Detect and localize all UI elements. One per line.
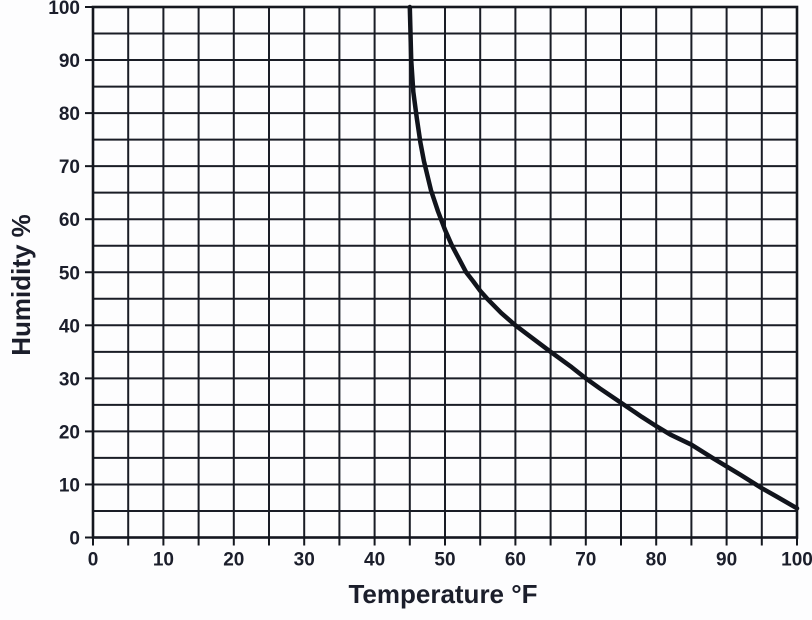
y-tick-label: 60 [59,210,80,231]
data-curve [407,4,800,511]
y-tick-label: 10 [59,475,80,496]
x-tick-label: 30 [294,550,315,571]
x-tick-label: 50 [434,550,455,571]
x-tick-label: 0 [88,550,99,571]
tick-labels: 0 10 20 30 40 50 60 70 80 90 100 0 10 20 30 40 50 60 70 80 9… [48,0,812,571]
y-tick-label: 40 [59,316,80,337]
y-tick-label: 90 [59,51,80,72]
x-axis-title: Temperature °F [348,579,537,609]
axis-ticks [85,6,798,546]
y-tick-label: 50 [59,263,80,284]
y-tick-label: 70 [59,157,80,178]
x-tick-label: 100 [781,550,812,571]
x-tick-label: 70 [575,550,596,571]
y-tick-label: 20 [59,422,80,443]
x-tick-label: 40 [364,550,385,571]
y-tick-label: 30 [59,369,80,390]
y-tick-label: 80 [59,104,80,125]
x-tick-label: 60 [505,550,526,571]
x-tick-label: 90 [716,550,737,571]
humidity-limit-curve [407,4,800,511]
x-tick-label: 20 [223,550,244,571]
y-tick-label: 100 [48,0,80,19]
grid-lines [92,6,798,539]
y-tick-label: 0 [69,529,80,550]
plot-border [91,5,799,539]
x-tick-label: 10 [153,550,174,571]
y-axis-title: Humidity % [6,214,36,356]
x-tick-label: 80 [646,550,667,571]
